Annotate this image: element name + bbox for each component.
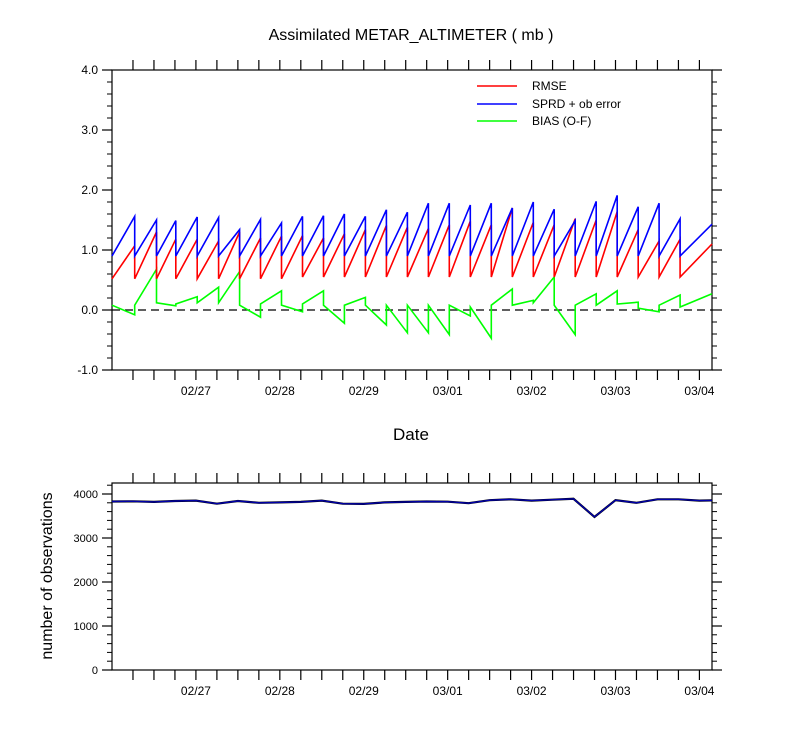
top-chart-xlabel: Date xyxy=(393,425,429,444)
top-frame xyxy=(111,69,713,371)
top-ytick-label: -1.0 xyxy=(77,363,98,377)
bottom-plot-area: 02/27 02/28 02/29 03/01 03/02 03/03 03/04 0 1000… xyxy=(74,473,722,698)
bottom-ytick-label: 4000 xyxy=(74,489,98,501)
sprd-series-line xyxy=(111,195,713,260)
top-xtick-label: 03/02 xyxy=(517,384,547,398)
top-ytick-label: 3.0 xyxy=(81,123,98,137)
top-chart-title: Assimilated METAR_ALTIMETER ( mb ) xyxy=(269,27,554,44)
legend-bias-label: BIAS (O-F) xyxy=(532,114,591,128)
top-xtick-label: 03/03 xyxy=(600,384,630,398)
bottom-chart-ylabel: number of observations xyxy=(39,492,56,659)
top-chart: Assimilated METAR_ALTIMETER ( mb ) 02/27… xyxy=(77,27,722,444)
bias-series-line xyxy=(111,266,713,341)
top-xtick-label: 02/29 xyxy=(349,384,379,398)
bottom-xtick-label: 02/28 xyxy=(265,684,295,698)
top-xtick-label: 02/28 xyxy=(265,384,295,398)
top-xtick-label: 02/27 xyxy=(181,384,211,398)
bottom-frame xyxy=(111,482,713,671)
bottom-ytick-label: 0 xyxy=(92,665,98,677)
top-xtick-label: 03/04 xyxy=(684,384,714,398)
bottom-xtick-label: 03/04 xyxy=(684,684,714,698)
top-ytick-label: 2.0 xyxy=(81,183,98,197)
bottom-xtick-label: 02/27 xyxy=(181,684,211,698)
bottom-xtick-label: 03/03 xyxy=(600,684,630,698)
legend-rmse-label: RMSE xyxy=(532,79,567,93)
bottom-xtick-label: 03/01 xyxy=(433,684,463,698)
legend: RMSE SPRD + ob error BIAS (O-F) xyxy=(477,79,621,128)
bottom-ytick-label: 3000 xyxy=(74,533,98,545)
legend-sprd-label: SPRD + ob error xyxy=(532,97,621,111)
top-ytick-label: 0.0 xyxy=(81,303,98,317)
bottom-xtick-label: 03/02 xyxy=(517,684,547,698)
bottom-ytick-label: 2000 xyxy=(74,577,98,589)
top-ytick-label: 4.0 xyxy=(81,63,98,77)
top-ytick-label: 1.0 xyxy=(81,243,98,257)
bottom-xtick-label: 02/29 xyxy=(349,684,379,698)
bottom-ytick-label: 1000 xyxy=(74,621,98,633)
top-xtick-label: 03/01 xyxy=(433,384,463,398)
top-plot-area: 02/27 02/28 02/29 03/01 03/02 03/03 03/04 -1.0 0… xyxy=(77,60,722,398)
observations-series-line xyxy=(111,498,713,518)
bottom-chart: 02/27 02/28 02/29 03/01 03/02 03/03 03/04 0 1000… xyxy=(39,473,722,698)
